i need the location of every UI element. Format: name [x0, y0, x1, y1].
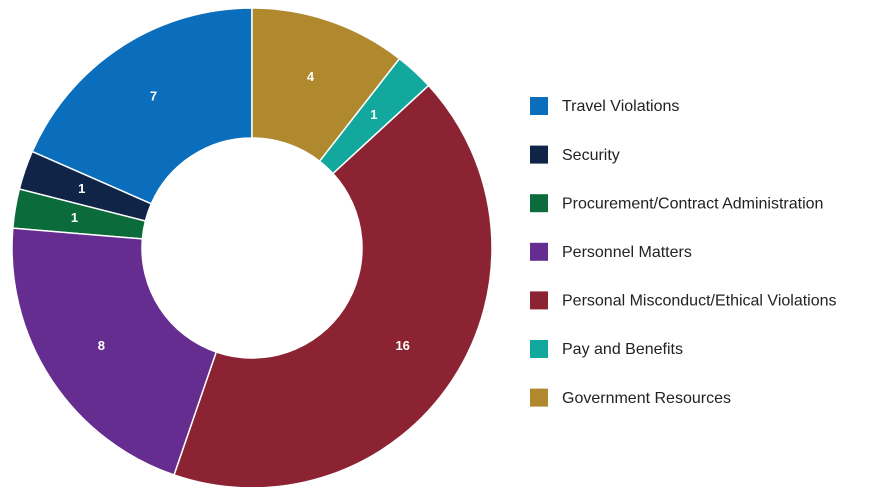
- slice: [11, 227, 218, 476]
- legend-label: Procurement/Contract Administration: [562, 195, 823, 212]
- legend-swatch: [530, 340, 548, 358]
- data-label: 7: [150, 89, 157, 104]
- legend-swatch: [530, 388, 548, 407]
- data-label: 4: [307, 69, 315, 84]
- data-label: 1: [370, 107, 377, 122]
- data-label: 1: [71, 210, 78, 225]
- legend-swatch: [530, 291, 548, 310]
- legend-swatch: [530, 145, 548, 164]
- legend-label: Travel Violations: [562, 98, 679, 115]
- slice: [31, 7, 253, 205]
- legend-label: Personnel Matters: [562, 244, 692, 261]
- data-label: 1: [78, 181, 85, 196]
- legend-swatch: [530, 97, 548, 115]
- legend-label: Pay and Benefits: [562, 341, 683, 358]
- data-label: 16: [395, 338, 409, 353]
- data-label: 8: [98, 338, 105, 353]
- slice: [173, 84, 493, 487]
- legend-label: Personal Misconduct/Ethical Violations: [562, 293, 837, 310]
- slice: [251, 7, 401, 163]
- legend-label: Security: [562, 147, 620, 164]
- legend-label: Government Resources: [562, 390, 731, 407]
- legend-swatch: [530, 242, 548, 261]
- legend-swatch: [530, 194, 548, 213]
